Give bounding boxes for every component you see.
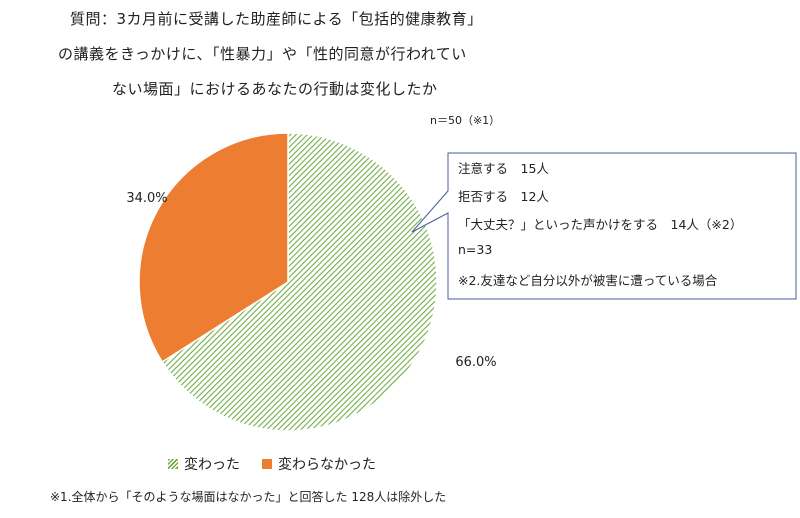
sample-size-label: n＝50（※1） (430, 114, 501, 127)
legend-item-changed: 変わった (168, 454, 240, 474)
data-label-unchanged: 34.0% (126, 191, 167, 206)
legend-swatch-changed (168, 459, 178, 469)
callout-line: 注意する 15人 (458, 161, 549, 176)
chart-title-line-2: の講義をきっかけに、「性暴力」や「性的同意が行われてい (58, 45, 467, 63)
legend-item-unchanged: 変わらなかった (262, 454, 376, 474)
pie-slice-changed (161, 132, 438, 432)
callout-frame (411, 152, 797, 300)
chart-title-line-3: ない場面」におけるあなたの行動は変化したか (112, 80, 438, 98)
legend: 変わった 変わらなかった (168, 454, 398, 474)
legend-label-unchanged: 変わらなかった (278, 457, 376, 473)
data-label-changed: 66.0% (455, 355, 496, 370)
pie-slice-unchanged (138, 132, 289, 363)
legend-swatch-unchanged (262, 459, 272, 469)
chart-title-line-1: 質問：3カ月前に受講した助産師による「包括的健康教育」 (70, 10, 483, 28)
callout-line: n=33 (458, 242, 493, 257)
legend-label-changed: 変わった (184, 457, 240, 473)
callout-line: 「大丈夫？」といった声かけをする 14人（※2） (458, 217, 743, 232)
footnote: ※1.全体から「そのような場面はなかった」と回答した 128人は除外した (50, 490, 447, 504)
callout-line: 拒否する 12人 (458, 189, 549, 204)
callout-line: ※2.友達など自分以外が被害に遭っている場合 (458, 273, 718, 288)
